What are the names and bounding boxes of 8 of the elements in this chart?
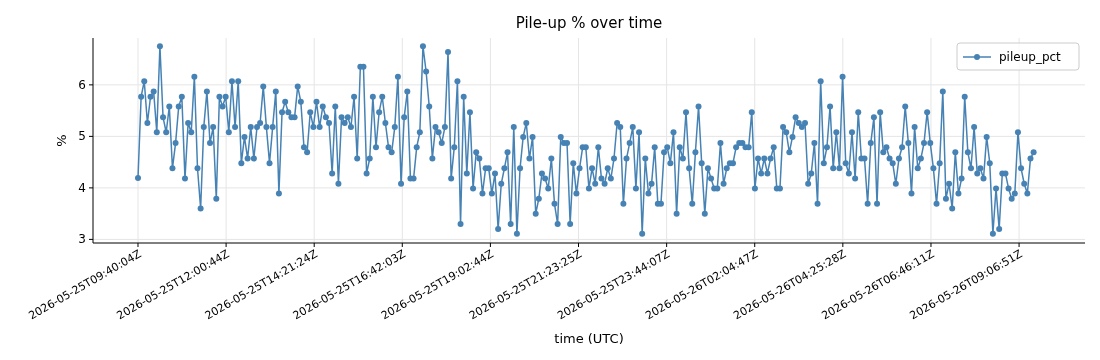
y-tick-label: 6	[78, 77, 86, 92]
x-axis-title: time (UTC)	[554, 331, 624, 346]
y-tick-label: 5	[78, 129, 86, 144]
legend-label: pileup_pct	[999, 50, 1062, 64]
y-tick-label: 4	[78, 180, 86, 195]
y-tick-label: 3	[78, 232, 86, 247]
chart-title: Pile-up % over time	[515, 14, 663, 32]
y-axis-title: %	[54, 134, 69, 147]
